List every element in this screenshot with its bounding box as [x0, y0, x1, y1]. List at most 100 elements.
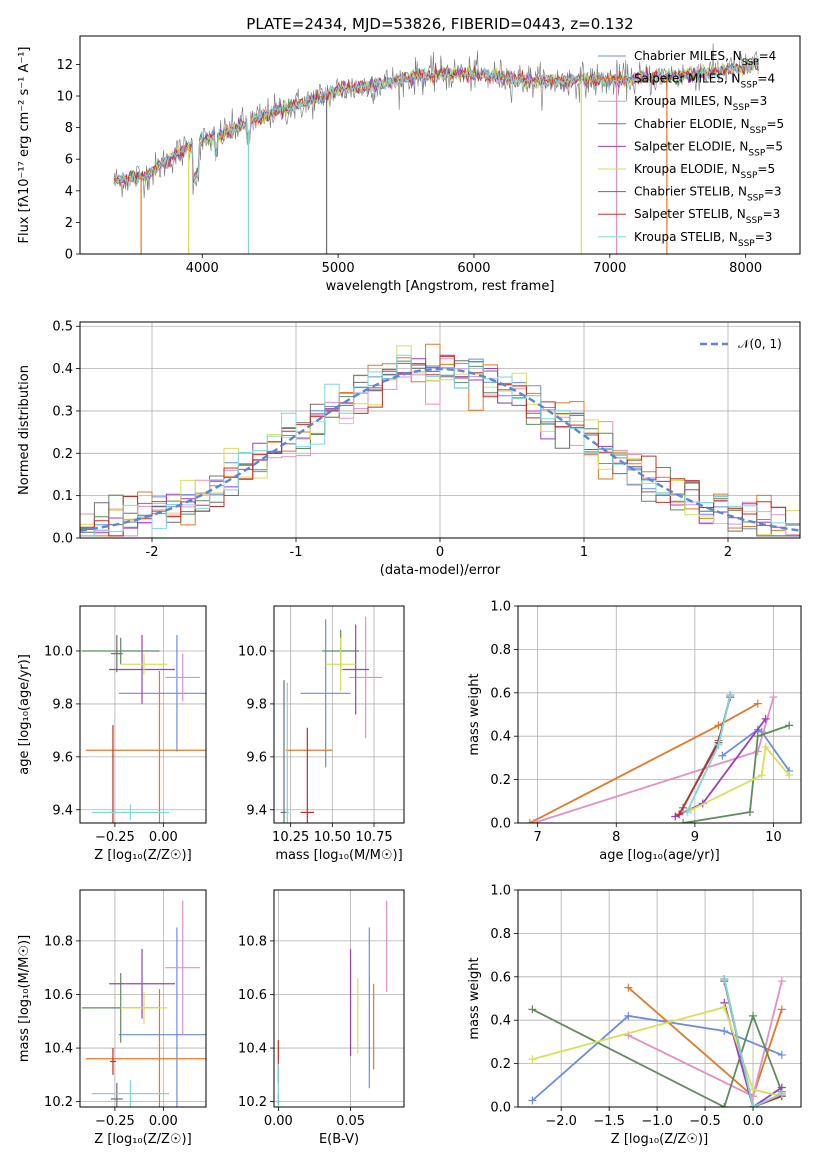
- plot-area-residuals: [80, 343, 800, 538]
- chart-residuals: -2 -1 0 1 2 0.0 0.1 0.2 0.3 0.4 0.5 (data-model)/er…: [17, 320, 801, 578]
- legend: Chabrier MILES, NSSP=4 Salpeter MILES, NS…: [598, 49, 784, 249]
- y-tick-label: 9.8: [52, 697, 73, 712]
- weight-line: [682, 724, 790, 823]
- weight-marker: [749, 1103, 758, 1107]
- y-tick-label: 0.5: [52, 320, 73, 335]
- axes-frame: [79, 889, 207, 1108]
- y-tick-label: 10.6: [44, 988, 73, 1003]
- weight-marker: [761, 714, 770, 723]
- y-tick-label: 0.2: [52, 447, 73, 462]
- x-tick-label: 10.50: [314, 830, 351, 845]
- y-tick-label: 8: [65, 121, 73, 136]
- x-tick-label: 6000: [457, 261, 490, 276]
- x-tick-label: 0.00: [149, 830, 178, 845]
- weight-marker: [753, 699, 762, 708]
- weight-line: [531, 1008, 783, 1107]
- x-tick-label: 0.00: [149, 1114, 178, 1129]
- weight-marker: [528, 1096, 537, 1105]
- weight-marker: [624, 1011, 633, 1020]
- y-tick-label: 2: [65, 216, 73, 231]
- chart-weight_vs_age: 7 8 9 10 0.0 0.2 0.4 0.6 0.8 1.0 age [log₁₀(age/yr…: [467, 600, 802, 863]
- weight-marker: [528, 1005, 537, 1014]
- y-tick-label: 10.4: [238, 1042, 267, 1057]
- weight-marker: [726, 690, 735, 699]
- y-tick-label: 0.6: [490, 970, 511, 985]
- plot-area-mass_vs_Z: [81, 900, 206, 1107]
- plot-area-mass_vs_ebv: [277, 900, 388, 1107]
- weight-marker: [624, 983, 633, 992]
- x-tick-label: 0.0: [743, 1114, 764, 1129]
- y-tick-label: 0.2: [490, 773, 511, 788]
- weight-line: [682, 696, 732, 809]
- weight-marker: [714, 721, 723, 730]
- weight-marker: [777, 977, 786, 986]
- x-tick-label: 9: [691, 830, 699, 845]
- x-axis-label: mass [log₁₀(M/M☉)]: [275, 848, 402, 863]
- legend-label: 𝒩(0, 1): [738, 337, 782, 351]
- y-tick-label: 0.0: [490, 1101, 511, 1116]
- weight-marker: [777, 1005, 786, 1014]
- y-tick-label: 0.1: [52, 489, 73, 504]
- x-axis-label: wavelength [Angstrom, rest frame]: [326, 279, 555, 294]
- x-axis-label: Z [log₁₀(Z/Z☉)]: [94, 848, 191, 863]
- weight-line: [532, 1006, 783, 1098]
- weight-marker: [785, 721, 794, 730]
- weight-marker: [720, 1103, 729, 1107]
- x-tick-label: 0: [436, 545, 444, 560]
- x-tick-label: 8: [612, 830, 620, 845]
- weight-marker: [720, 1027, 729, 1036]
- y-tick-label: 0: [65, 248, 73, 263]
- weight-line: [721, 728, 790, 772]
- normal-curve: [80, 367, 800, 532]
- y-tick-label: 0.8: [490, 927, 511, 942]
- axes-frame: [273, 889, 405, 1108]
- axes-frame: [517, 605, 802, 824]
- figure-title: PLATE=2434, MJD=53826, FIBERID=0443, z=0…: [246, 15, 633, 33]
- y-tick-label: 9.4: [246, 803, 267, 818]
- axes-frame: [79, 321, 801, 539]
- y-tick-label: 1.0: [490, 600, 511, 615]
- x-tick-label: -2: [146, 545, 159, 560]
- chart-spectrum: 4000 5000 6000 7000 8000 0 2 4 6 8 10 12 wavelength …: [17, 35, 801, 294]
- y-tick-label: 0.8: [490, 643, 511, 658]
- y-tick-label: 0.4: [52, 362, 73, 377]
- weight-line: [533, 696, 775, 823]
- weight-marker: [675, 810, 684, 819]
- axes-frame: [79, 605, 207, 824]
- x-tick-label: 5000: [322, 261, 355, 276]
- y-tick-label: 0.0: [52, 532, 73, 547]
- y-tick-label: 0.4: [490, 1014, 511, 1029]
- x-axis-label: Z [log₁₀(Z/Z☉)]: [611, 1132, 708, 1147]
- y-tick-label: 10.2: [238, 1095, 267, 1110]
- weight-marker: [777, 1050, 786, 1059]
- weight-marker: [761, 743, 770, 752]
- y-axis-label: mass weight: [467, 673, 482, 755]
- y-tick-label: 4: [65, 184, 73, 199]
- y-tick-label: 1.0: [490, 884, 511, 899]
- y-tick-label: 0.2: [490, 1057, 511, 1072]
- x-tick-label: −0.25: [95, 830, 135, 845]
- legend-label: Chabrier ELODIE, NSSP=5: [634, 117, 784, 136]
- x-tick-label: −1.5: [593, 1114, 625, 1129]
- plot-area-age_vs_Z: [81, 635, 206, 823]
- x-tick-label: 0.00: [264, 1114, 293, 1129]
- x-tick-label: 0.05: [336, 1114, 365, 1129]
- y-tick-label: 6: [65, 153, 73, 168]
- y-axis-label: mass weight: [467, 957, 482, 1039]
- plot-area-age_vs_mass: [280, 616, 383, 823]
- x-axis-label: Z [log₁₀(Z/Z☉)]: [94, 1132, 191, 1147]
- weight-marker: [714, 740, 723, 749]
- x-axis-label: age [log₁₀(age/yr)]: [599, 848, 720, 863]
- weight-line: [723, 978, 783, 1107]
- plot-area-spectrum: [113, 43, 759, 254]
- weight-marker: [683, 808, 692, 817]
- y-tick-label: 0.6: [490, 686, 511, 701]
- chart-weight_vs_Z: −2.0 −1.5 −1.0 −0.5 0.0 0.0 0.2 0.4 0.6 0.8 1.0 Z […: [467, 884, 802, 1147]
- y-tick-label: 9.4: [52, 803, 73, 818]
- histogram-step: [80, 354, 800, 538]
- weight-line: [531, 1014, 783, 1102]
- axes-frame: [273, 605, 405, 824]
- x-tick-label: −2.0: [545, 1114, 577, 1129]
- y-tick-label: 10.6: [238, 988, 267, 1003]
- chart-age_vs_Z: −0.25 0.00 9.4 9.6 9.8 10.0 Z [log₁₀(Z/Z☉)] age…: [17, 605, 207, 863]
